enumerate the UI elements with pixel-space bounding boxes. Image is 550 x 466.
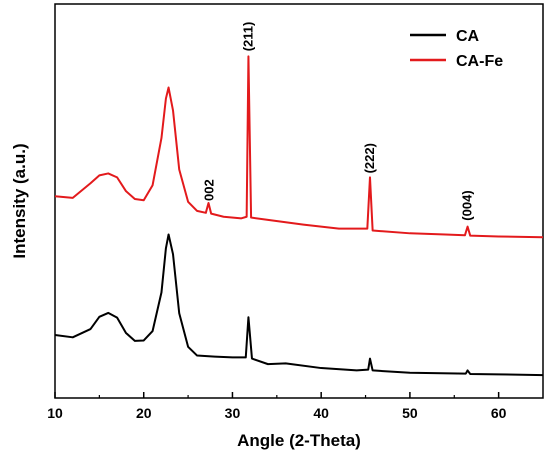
y-axis-title: Intensity (a.u.) bbox=[10, 143, 29, 258]
peak-label: (211) bbox=[240, 22, 255, 52]
x-axis: 10 20 30 40 50 60 bbox=[47, 392, 507, 421]
x-tick-label: 50 bbox=[402, 405, 418, 421]
x-tick-label: 10 bbox=[47, 405, 63, 421]
x-tick-label: 30 bbox=[225, 405, 241, 421]
x-tick-label: 60 bbox=[491, 405, 507, 421]
x-tick-label: 40 bbox=[313, 405, 329, 421]
series-line-ca-fe bbox=[54, 55, 544, 239]
series-layer bbox=[54, 55, 544, 377]
peak-label: (004) bbox=[460, 190, 475, 220]
peak-label: (222) bbox=[362, 143, 377, 173]
x-tick-label: 20 bbox=[136, 405, 152, 421]
peak-label: 002 bbox=[201, 179, 216, 201]
legend-entry: CA-Fe bbox=[456, 53, 503, 70]
annotations: 002 (211) (222) (004) bbox=[201, 22, 474, 221]
legend: CA CA-Fe bbox=[410, 28, 503, 70]
plot-frame bbox=[54, 3, 544, 399]
legend-entry: CA bbox=[456, 28, 480, 45]
series-line-ca bbox=[54, 233, 544, 377]
x-axis-title: Angle (2-Theta) bbox=[237, 431, 361, 450]
